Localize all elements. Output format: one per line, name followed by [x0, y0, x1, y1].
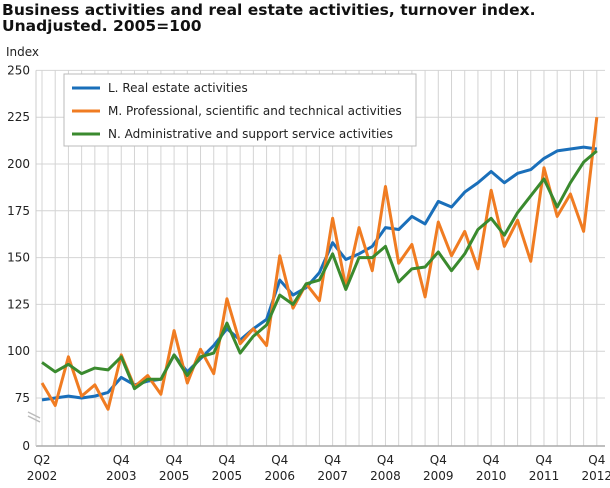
- x-tick-label-year: 2010: [476, 469, 507, 483]
- legend-box: [63, 73, 417, 147]
- y-tick-label: 225: [7, 110, 30, 124]
- x-tick-label-year: 2002: [27, 469, 58, 483]
- x-tick-label-year: 2009: [423, 469, 454, 483]
- legend: L. Real estate activities M. Professional…: [63, 73, 417, 147]
- x-tick-label-year: 2005: [212, 469, 243, 483]
- chart-title: Business activities and real estate acti…: [2, 1, 536, 35]
- x-tick-label-year: 2011: [529, 469, 560, 483]
- y-tick-label: 125: [7, 297, 30, 311]
- x-tick-label-quarter: Q4: [377, 453, 394, 467]
- y-tick-label: 250: [7, 63, 30, 77]
- x-tick-label-quarter: Q4: [535, 453, 552, 467]
- x-tick-label-quarter: Q4: [113, 453, 130, 467]
- y-tick-label: 75: [15, 391, 30, 405]
- x-tick-label-quarter: Q4: [166, 453, 183, 467]
- x-tick-label-quarter: Q4: [218, 453, 235, 467]
- y-axis-label: Index: [6, 45, 39, 59]
- legend-label: L. Real estate activities: [108, 81, 248, 95]
- x-tick-label-quarter: Q4: [324, 453, 341, 467]
- x-tick-label-year: 2006: [265, 469, 296, 483]
- x-tick-label-quarter: Q4: [483, 453, 500, 467]
- y-tick-label: 200: [7, 157, 30, 171]
- y-tick-label: 150: [7, 251, 30, 265]
- legend-label: M. Professional, scientific and technica…: [108, 104, 402, 118]
- x-tick-label-year: 2008: [370, 469, 401, 483]
- x-tick-label-quarter: Q4: [588, 453, 605, 467]
- y-tick-label: 175: [7, 204, 30, 218]
- y-tick-label: 0: [22, 439, 30, 453]
- axis-break-mark: [27, 411, 41, 419]
- legend-label: N. Administrative and support service ac…: [108, 127, 393, 141]
- series-line-n: [41, 149, 598, 391]
- axis-break-mark: [27, 415, 41, 423]
- x-tick-label-quarter: Q2: [33, 453, 50, 467]
- x-tick-label-year: 2005: [159, 469, 190, 483]
- y-tick-label: 100: [7, 344, 30, 358]
- x-tick-label-quarter: Q4: [430, 453, 447, 467]
- x-tick-label-year: 2012: [582, 469, 610, 483]
- x-tick-label-year: 2003: [106, 469, 137, 483]
- x-tick-label-quarter: Q4: [271, 453, 288, 467]
- x-tick-label-year: 2007: [317, 469, 348, 483]
